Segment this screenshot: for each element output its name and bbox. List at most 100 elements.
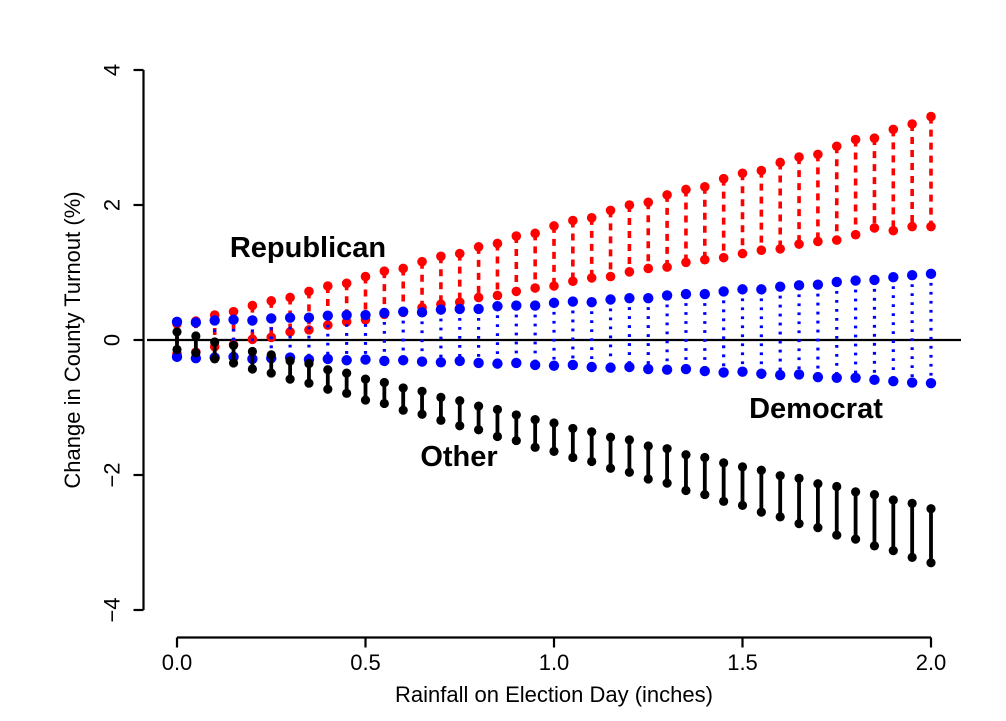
interval-upper-dot bbox=[888, 124, 899, 135]
interval-upper-dot bbox=[191, 331, 201, 341]
interval-upper-dot bbox=[323, 281, 333, 291]
interval-upper-dot bbox=[398, 383, 408, 393]
interval-lower-dot bbox=[285, 374, 295, 384]
interval-upper-dot bbox=[284, 312, 296, 323]
interval-lower-dot bbox=[869, 541, 880, 551]
interval-upper-dot bbox=[323, 365, 333, 375]
interval-lower-dot bbox=[360, 395, 371, 405]
interval-lower-dot bbox=[416, 356, 428, 367]
interval-upper-dot bbox=[473, 242, 484, 252]
interval-lower-dot bbox=[342, 388, 352, 398]
x-tick-label: 1.0 bbox=[539, 650, 570, 675]
interval-upper-dot bbox=[813, 149, 823, 160]
interval-upper-dot bbox=[379, 266, 390, 276]
interval-upper-dot bbox=[567, 296, 579, 307]
interval-lower-dot bbox=[662, 478, 672, 488]
interval-lower-dot bbox=[587, 456, 597, 467]
interval-lower-dot bbox=[700, 489, 710, 500]
interval-upper-dot bbox=[832, 481, 842, 492]
interval-lower-dot bbox=[379, 398, 389, 409]
interval-lower-dot bbox=[529, 359, 541, 371]
interval-lower-dot bbox=[888, 375, 899, 387]
interval-lower-dot bbox=[172, 344, 182, 355]
interval-lower-dot bbox=[492, 290, 503, 301]
interval-upper-dot bbox=[624, 292, 635, 304]
interval-lower-dot bbox=[379, 355, 390, 367]
interval-lower-dot bbox=[794, 519, 804, 529]
axes: 4 2 0 −2 −4 0.0 0.5 1.0 1.5 2.0 bbox=[100, 64, 947, 675]
interval-upper-dot bbox=[793, 280, 805, 291]
interval-upper-dot bbox=[869, 133, 880, 143]
interval-lower-dot bbox=[719, 496, 729, 506]
interval-upper-dot bbox=[831, 141, 842, 152]
interval-lower-dot bbox=[323, 384, 333, 394]
labels: Change in County Turnout (%) Rainfall on… bbox=[60, 191, 883, 707]
interval-lower-dot bbox=[530, 442, 540, 452]
interval-upper-dot bbox=[831, 276, 842, 288]
y-tick-label: −4 bbox=[100, 597, 125, 622]
interval-upper-dot bbox=[360, 271, 371, 282]
interval-lower-dot bbox=[906, 377, 918, 388]
interval-lower-dot bbox=[718, 252, 729, 263]
interval-lower-dot bbox=[700, 254, 710, 265]
interval-upper-dot bbox=[813, 479, 823, 489]
interval-upper-dot bbox=[643, 292, 654, 304]
y-tick-label: 0 bbox=[100, 334, 125, 346]
interval-upper-dot bbox=[228, 340, 239, 350]
interval-lower-dot bbox=[831, 372, 842, 383]
interval-lower-dot bbox=[266, 368, 276, 378]
interval-upper-dot bbox=[624, 200, 635, 210]
interval-upper-dot bbox=[247, 300, 258, 311]
interval-upper-dot bbox=[455, 396, 465, 406]
interval-upper-dot bbox=[719, 458, 729, 468]
interval-lower-dot bbox=[813, 236, 823, 247]
interval-upper-dot bbox=[417, 256, 427, 267]
interval-lower-dot bbox=[549, 281, 559, 291]
interval-lower-dot bbox=[436, 415, 446, 425]
interval-upper-dot bbox=[737, 284, 748, 295]
interval-lower-dot bbox=[662, 262, 672, 272]
interval-upper-dot bbox=[737, 168, 748, 179]
interval-lower-dot bbox=[455, 421, 465, 431]
x-tick-label: 2.0 bbox=[916, 650, 947, 675]
interval-upper-dot bbox=[285, 356, 295, 366]
interval-upper-dot bbox=[304, 359, 314, 369]
interval-upper-dot bbox=[454, 248, 465, 259]
interval-upper-dot bbox=[605, 432, 616, 442]
interval-lower-dot bbox=[210, 354, 220, 364]
interval-lower-dot bbox=[492, 431, 503, 442]
interval-lower-dot bbox=[850, 372, 861, 383]
interval-lower-dot bbox=[737, 500, 748, 510]
interval-upper-dot bbox=[906, 270, 918, 281]
interval-lower-dot bbox=[285, 327, 295, 337]
interval-upper-dot bbox=[209, 315, 220, 326]
interval-upper-dot bbox=[360, 374, 371, 384]
interval-upper-dot bbox=[907, 498, 917, 508]
interval-upper-dot bbox=[266, 296, 277, 306]
interval-upper-dot bbox=[737, 462, 748, 472]
interval-lower-dot bbox=[851, 534, 861, 544]
interval-upper-dot bbox=[775, 157, 785, 168]
interval-upper-dot bbox=[492, 404, 503, 415]
y-tick-label: 2 bbox=[100, 199, 125, 211]
interval-upper-dot bbox=[926, 111, 936, 122]
interval-lower-dot bbox=[643, 263, 654, 274]
interval-lower-dot bbox=[737, 366, 748, 377]
interval-lower-dot bbox=[624, 267, 635, 277]
interval-lower-dot bbox=[624, 361, 635, 373]
series-other bbox=[172, 327, 936, 568]
interval-lower-dot bbox=[737, 248, 748, 259]
interval-lower-dot bbox=[474, 425, 484, 435]
interval-upper-dot bbox=[322, 310, 333, 321]
interval-upper-dot bbox=[435, 304, 447, 315]
interval-upper-dot bbox=[172, 327, 182, 337]
interval-lower-dot bbox=[586, 361, 597, 373]
interval-lower-dot bbox=[549, 446, 559, 456]
interval-lower-dot bbox=[775, 244, 785, 254]
interval-upper-dot bbox=[417, 386, 427, 396]
interval-upper-dot bbox=[341, 278, 352, 289]
interval-upper-dot bbox=[925, 268, 937, 280]
interval-upper-dot bbox=[586, 297, 597, 308]
interval-upper-dot bbox=[568, 215, 578, 226]
interval-upper-dot bbox=[303, 312, 315, 323]
